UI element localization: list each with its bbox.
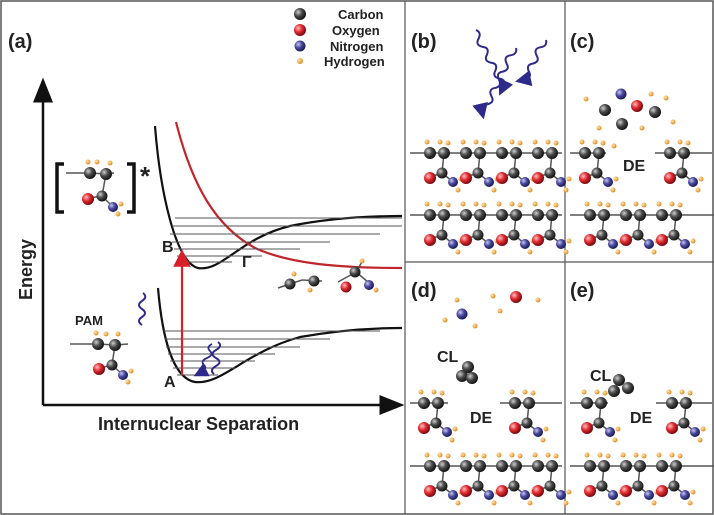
chain-e-top-right-unit (666, 389, 706, 443)
chain-b-top-unit-1 (460, 139, 500, 193)
point-a-label: A (164, 374, 176, 391)
chain-b-top-unit-3 (532, 139, 572, 193)
chain-b-bottom-unit-1 (460, 201, 500, 255)
chain-d-bottom-unit-1 (460, 452, 500, 506)
photon-b1 (475, 29, 514, 96)
y-axis-label: Energy (16, 239, 36, 300)
photon-b3 (515, 39, 548, 87)
chain-e-bottom-unit-1 (620, 452, 660, 506)
chain-b-top-unit-0 (424, 139, 464, 193)
chain-c-bottom-unit-1 (620, 201, 660, 255)
chain-d-bottom-unit-2 (496, 452, 536, 506)
chain-d-bottom-unit-0 (424, 452, 464, 506)
excited-molecule: * (55, 159, 151, 217)
legend: Carbon Oxygen Nitrogen Hydrogen (294, 7, 385, 69)
excited-state-curve (153, 125, 403, 270)
chain-d-top-right-unit (509, 389, 549, 443)
legend-nitrogen-atom (294, 40, 306, 52)
de-label-c: DE (623, 158, 646, 175)
chain-b-bottom-unit-2 (496, 201, 536, 255)
panel-c-fragments: DE (583, 88, 676, 175)
dissociative-curve (174, 121, 403, 270)
photon-b2 (472, 47, 518, 120)
pam-photon (138, 292, 147, 326)
legend-carbon-atom (294, 8, 306, 20)
bracket-right (127, 162, 136, 214)
chain-c-bottom-unit-0 (584, 201, 624, 255)
panel-label-e: (e) (570, 280, 594, 302)
gamma-label: Γ (242, 254, 252, 271)
legend-carbon-label: Carbon (338, 7, 384, 22)
panel-d-fragments: CL DE (437, 291, 541, 427)
chain-c-bottom-unit-2 (656, 201, 696, 255)
chain-b-bottom-unit-0 (424, 201, 464, 255)
chain-e-bottom-unit-0 (584, 452, 624, 506)
point-b-label: B (162, 239, 174, 256)
panel-label-a: (a) (8, 31, 32, 53)
panel-b (472, 29, 548, 120)
chain-e-top-left-unit (581, 389, 621, 443)
panel-label-c: (c) (570, 31, 594, 53)
energy-axes: Energy Internuclear Separation (16, 77, 405, 434)
chain-c-top-left-unit (579, 139, 619, 193)
pam-molecule: PAM (70, 292, 147, 385)
panel-label-b: (b) (411, 31, 437, 53)
de-label-e: DE (630, 410, 653, 427)
potential-curves: B A Γ (153, 121, 403, 391)
legend-oxygen-label: Oxygen (332, 23, 380, 38)
de-label-d: DE (470, 410, 493, 427)
legend-oxygen-atom (294, 24, 306, 36)
legend-nitrogen-label: Nitrogen (330, 39, 384, 54)
polymer-chains (410, 139, 714, 506)
chain-d-bottom-unit-3 (532, 452, 572, 506)
pam-label: PAM (75, 313, 103, 328)
legend-hydrogen-label: Hydrogen (324, 54, 385, 69)
cl-label-d: CL (437, 349, 459, 366)
ground-state-curve (156, 287, 403, 384)
dissociation-fragments (277, 258, 379, 293)
panel-e-labels: CL DE (590, 368, 653, 427)
cl-label-e: CL (590, 368, 612, 385)
chain-d-top-left-unit (418, 389, 458, 443)
photon-wave (210, 341, 222, 375)
excited-vibrational-levels (170, 217, 402, 263)
chain-b-bottom-unit-3 (532, 201, 572, 255)
chain-c-top-right-unit (664, 139, 704, 193)
bracket-left (55, 162, 64, 214)
panel-label-d: (d) (411, 280, 437, 302)
ground-vibrational-levels (164, 330, 380, 376)
chain-e-bottom-unit-2 (656, 452, 696, 506)
photon-wave-small (193, 343, 213, 377)
chain-b-top-unit-2 (496, 139, 536, 193)
excited-star: * (140, 161, 151, 191)
legend-hydrogen-atom (297, 58, 303, 64)
x-axis-label: Internuclear Separation (98, 414, 299, 434)
